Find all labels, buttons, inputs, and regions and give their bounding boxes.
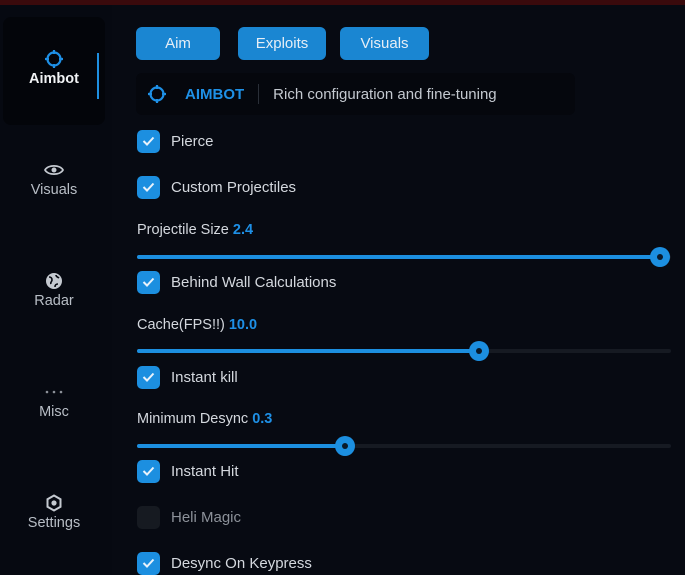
sidebar: Aimbot Visuals Radar Misc Settings [0, 5, 112, 575]
active-indicator [97, 53, 99, 99]
pierce-checkbox-row[interactable]: Pierce [137, 129, 214, 153]
sidebar-item-aimbot[interactable]: Aimbot [3, 17, 105, 125]
instant-hit-checkbox-row[interactable]: Instant Hit [137, 459, 239, 483]
behind-wall-checkbox[interactable] [137, 270, 160, 294]
sidebar-item-label: Settings [27, 515, 81, 531]
instant-kill-checkbox-row[interactable]: Instant kill [137, 365, 238, 389]
behind-wall-checkbox-row[interactable]: Behind Wall Calculations [137, 270, 336, 294]
heli-magic-checkbox[interactable] [137, 505, 160, 529]
sidebar-item-label: Misc [39, 404, 69, 420]
slider-fill [137, 444, 346, 448]
heli-magic-checkbox-row[interactable]: Heli Magic [137, 505, 241, 529]
desync-keypress-checkbox-row[interactable]: Desync On Keypress [137, 551, 312, 575]
checkmark-icon [142, 277, 155, 287]
sidebar-item-label: Aimbot [29, 71, 79, 87]
sidebar-item-visuals[interactable]: Visuals [3, 128, 105, 236]
pierce-label: Pierce [171, 132, 214, 150]
custom-projectiles-checkbox-row[interactable]: Custom Projectiles [137, 175, 296, 199]
checkmark-icon [142, 136, 155, 146]
checkmark-icon [142, 558, 155, 568]
projectile-size-value: 2.4 [232, 222, 254, 238]
custom-projectiles-label: Custom Projectiles [171, 178, 297, 196]
slider-handle[interactable] [650, 247, 671, 267]
tab-visuals[interactable]: Visuals [340, 27, 429, 60]
cache-label: Cache(FPS!!) 10.0 [137, 317, 257, 333]
slider-handle[interactable] [468, 341, 489, 361]
heli-magic-label: Heli Magic [171, 508, 242, 526]
section-subtitle: Rich configuration and fine-tuning [273, 85, 497, 103]
sidebar-item-settings[interactable]: Settings [3, 461, 105, 569]
slider-fill [137, 255, 661, 259]
section-header: AIMBOT Rich configuration and fine-tunin… [136, 73, 575, 115]
sidebar-item-label: Radar [34, 293, 74, 309]
desync-keypress-label: Desync On Keypress [171, 554, 312, 572]
projectile-size-slider[interactable] [137, 247, 671, 267]
window-top-strip [0, 0, 685, 5]
desync-keypress-checkbox[interactable] [137, 551, 160, 575]
crosshair-icon [3, 49, 105, 69]
custom-projectiles-checkbox[interactable] [137, 175, 160, 199]
instant-kill-label: Instant kill [171, 368, 238, 386]
globe-icon [3, 271, 105, 291]
instant-kill-checkbox[interactable] [137, 365, 160, 389]
projectile-size-label: Projectile Size 2.4 [137, 222, 253, 238]
divider [258, 84, 260, 104]
min-desync-value: 0.3 [252, 411, 273, 427]
section-title: AIMBOT [185, 85, 245, 103]
tab-aim[interactable]: Aim [136, 27, 220, 60]
min-desync-label: Minimum Desync 0.3 [137, 411, 272, 427]
behind-wall-label: Behind Wall Calculations [171, 273, 337, 291]
cache-value: 10.0 [228, 317, 258, 333]
checkmark-icon [142, 466, 155, 476]
instant-hit-checkbox[interactable] [137, 459, 160, 483]
more-dots-icon [3, 382, 105, 402]
min-desync-slider[interactable] [137, 436, 671, 456]
checkmark-icon [142, 182, 155, 192]
slider-track [137, 444, 671, 448]
slider-handle[interactable] [335, 436, 356, 456]
cache-slider[interactable] [137, 341, 671, 361]
crosshair-icon [148, 85, 166, 103]
projectile-size-name: Projectile Size [137, 222, 229, 238]
sidebar-item-misc[interactable]: Misc [3, 350, 105, 458]
slider-fill [137, 349, 479, 353]
checkmark-icon [142, 372, 155, 382]
min-desync-name: Minimum Desync [137, 411, 249, 427]
sidebar-item-radar[interactable]: Radar [3, 239, 105, 347]
instant-hit-label: Instant Hit [171, 462, 239, 480]
sidebar-item-label: Visuals [30, 182, 78, 198]
tab-exploits[interactable]: Exploits [238, 27, 326, 60]
pierce-checkbox[interactable] [137, 129, 160, 153]
eye-icon [3, 160, 105, 180]
gear-icon [3, 493, 105, 513]
cache-name: Cache(FPS!!) [137, 317, 225, 333]
